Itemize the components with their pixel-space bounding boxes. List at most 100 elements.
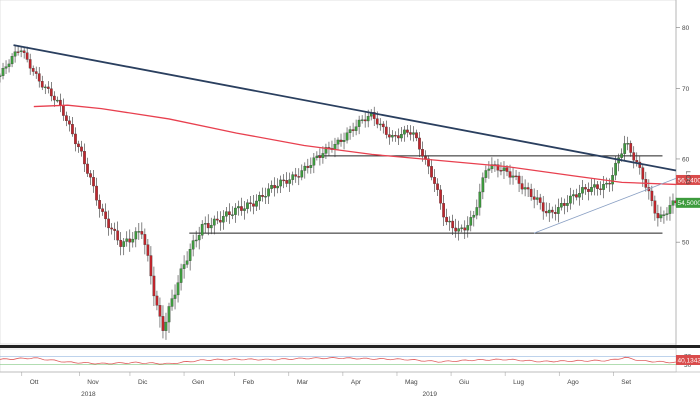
candle-down <box>496 164 500 171</box>
candle-up <box>188 249 192 261</box>
candle-up <box>460 227 464 229</box>
candle-up <box>10 56 14 65</box>
candle-down <box>406 129 409 133</box>
candle-up <box>270 185 273 189</box>
candle-up <box>122 241 126 247</box>
candle-up <box>357 119 361 127</box>
candle-down <box>445 216 448 223</box>
downtrend-line[interactable] <box>13 44 677 172</box>
candle-up <box>336 139 340 145</box>
candle-down <box>65 115 68 121</box>
candle-up <box>605 182 608 185</box>
candle-down <box>89 173 92 178</box>
candle-down <box>146 244 150 256</box>
candle-up <box>312 157 316 166</box>
candle-down <box>92 177 95 187</box>
candle-up <box>237 206 240 209</box>
candle-down <box>110 227 114 230</box>
candle-down <box>140 231 144 235</box>
candle-up <box>481 177 485 193</box>
candle-down <box>83 151 86 165</box>
moving-average-line[interactable] <box>33 104 677 186</box>
candle-down <box>77 143 80 148</box>
candle-up <box>484 170 488 178</box>
candle-down <box>575 194 578 198</box>
candle-up <box>182 264 186 269</box>
candle-up <box>620 153 624 158</box>
candle-down <box>40 81 44 88</box>
candle-down <box>393 135 397 137</box>
candle-up <box>234 207 237 215</box>
candle-up <box>197 235 201 241</box>
candle-down <box>520 183 524 190</box>
x-month-label: Ott <box>30 379 39 386</box>
candle-up <box>578 193 581 198</box>
candle-down <box>128 238 132 243</box>
candle-down <box>397 135 400 139</box>
candle-down <box>439 189 442 204</box>
candle-down <box>285 180 289 184</box>
candle-down <box>421 149 424 157</box>
candle-up <box>243 208 246 211</box>
candle-down <box>297 176 301 178</box>
candle-up <box>668 205 672 214</box>
candle-down <box>318 155 322 158</box>
candle-up <box>502 167 506 171</box>
candle-down <box>608 182 611 185</box>
candle-down <box>95 185 98 201</box>
candle-up <box>457 228 461 232</box>
candle-up <box>547 209 551 214</box>
x-year-label: 2019 <box>423 391 438 398</box>
candle-down <box>107 218 110 229</box>
oscillator-line[interactable] <box>0 356 677 365</box>
candle-up <box>556 207 560 214</box>
candle-up <box>131 238 135 243</box>
log-scale-label[interactable]: LOG <box>684 171 691 185</box>
candle-down <box>424 156 427 159</box>
candle-up <box>469 217 473 226</box>
candle-down <box>656 213 660 219</box>
candle-up <box>185 260 189 265</box>
candle-down <box>553 212 557 214</box>
candle-down <box>409 132 412 135</box>
x-month-label: Giu <box>459 379 470 386</box>
candle-down <box>46 86 50 89</box>
main-plot-area <box>0 0 677 345</box>
candle-down <box>339 139 343 142</box>
candle-down <box>375 118 379 125</box>
x-month-label: Mar <box>297 379 309 386</box>
support-trend-line[interactable] <box>533 177 677 234</box>
candle-down <box>74 133 77 145</box>
candle-up <box>173 294 177 299</box>
candle-down <box>629 143 633 153</box>
candle-down <box>80 146 83 152</box>
candle-down <box>218 220 222 223</box>
candle-up <box>279 179 283 187</box>
candle-down <box>418 137 421 150</box>
candle-up <box>478 191 482 208</box>
candle-down <box>34 71 38 74</box>
x-month-label: Mag <box>405 379 418 386</box>
pane-separator <box>0 345 700 348</box>
candle-down <box>596 184 599 189</box>
x-month-label: Lug <box>513 379 524 386</box>
candle-up <box>523 187 527 190</box>
candle-up <box>662 214 666 216</box>
candle-down <box>351 129 355 131</box>
candle-up <box>475 207 479 216</box>
oscillator-pane <box>0 348 677 373</box>
candle-up <box>7 63 11 67</box>
candle-down <box>517 175 521 184</box>
candle-up <box>258 195 261 202</box>
y-tick-label: 70 <box>682 86 690 93</box>
oscillator-value-label: 40,1343 <box>678 357 700 364</box>
candle-down <box>632 152 636 161</box>
candle-down <box>59 99 62 106</box>
price-tag <box>676 174 700 185</box>
candle-up <box>348 129 352 133</box>
candle-up <box>665 213 669 215</box>
candle-down <box>119 239 123 247</box>
candle-up <box>487 168 491 171</box>
candle-up <box>246 202 249 209</box>
